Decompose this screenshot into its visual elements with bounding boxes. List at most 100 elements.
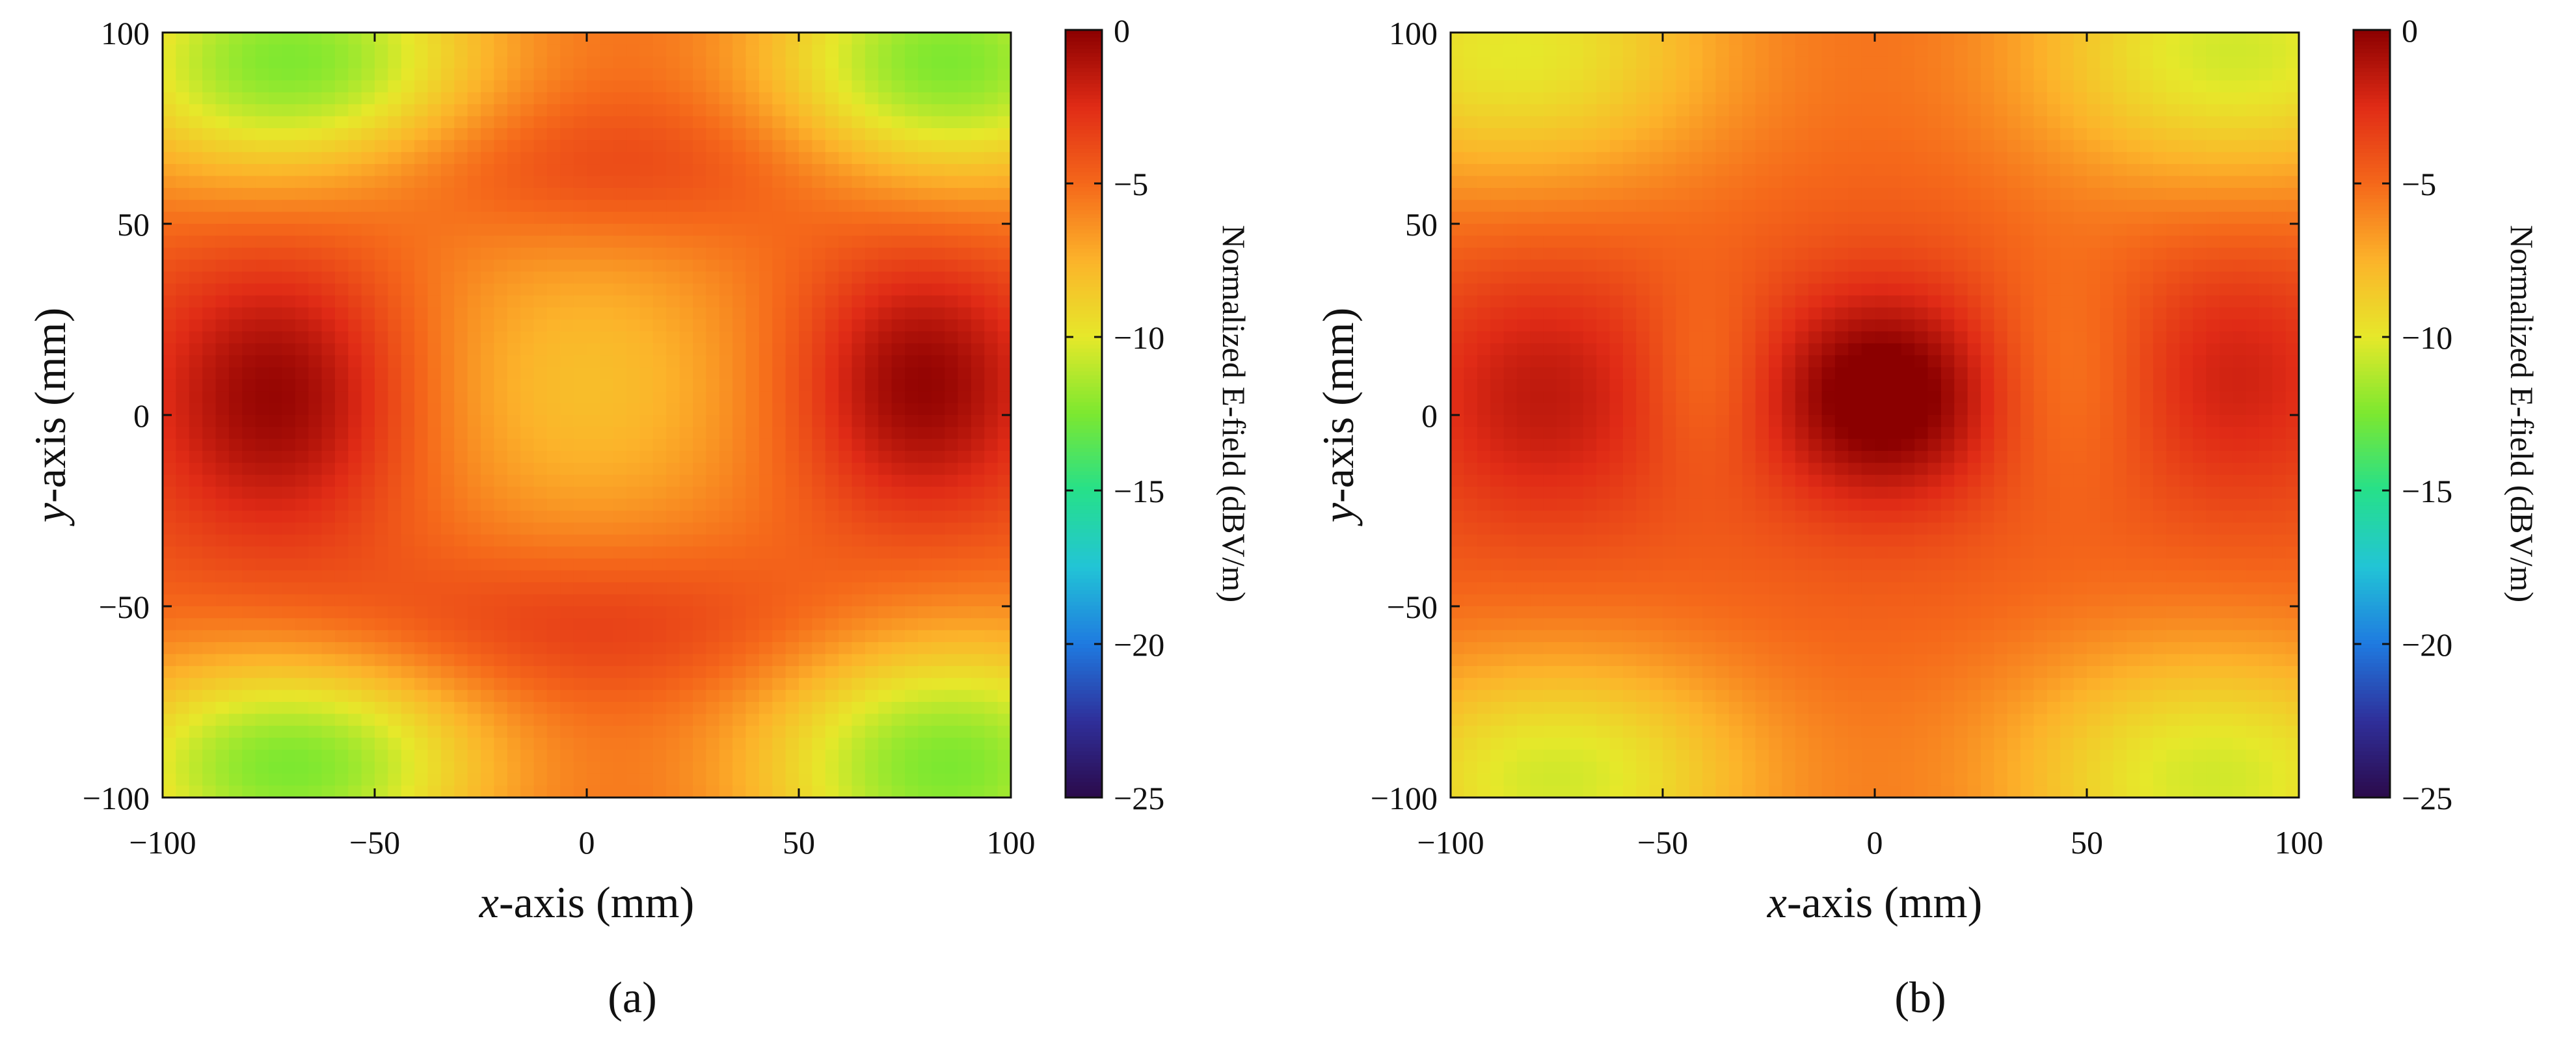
heatmap-cell xyxy=(361,80,375,93)
heatmap-cell xyxy=(1622,128,1637,141)
heatmap-cell xyxy=(772,498,786,511)
heatmap-cell xyxy=(945,594,959,607)
heatmap-cell xyxy=(971,570,986,583)
heatmap-cell xyxy=(1689,56,1703,69)
heatmap-cell xyxy=(600,761,614,775)
heatmap-cell xyxy=(679,295,693,308)
heatmap-cell xyxy=(189,224,203,237)
heatmap-cell xyxy=(1914,68,1929,81)
heatmap-cell xyxy=(282,200,296,213)
heatmap-cell xyxy=(467,594,481,607)
heatmap-cell xyxy=(600,474,614,488)
heatmap-cell xyxy=(388,33,402,46)
heatmap-cell xyxy=(520,295,535,308)
heatmap-cell xyxy=(163,415,177,428)
heatmap-cell xyxy=(414,235,429,248)
heatmap-cell xyxy=(732,271,747,284)
heatmap-cell xyxy=(971,738,986,751)
heatmap-cell xyxy=(719,56,733,69)
heatmap-cell xyxy=(984,116,999,129)
heatmap-cell xyxy=(799,319,813,332)
heatmap-cell xyxy=(639,714,654,727)
heatmap-cell xyxy=(348,749,362,762)
heatmap-cell xyxy=(613,224,627,237)
heatmap-cell xyxy=(984,140,999,153)
heatmap-cell xyxy=(507,211,521,224)
heatmap-cell xyxy=(891,498,906,511)
heatmap-cell xyxy=(839,367,853,380)
heatmap-cell xyxy=(1795,33,1809,46)
heatmap-cell xyxy=(255,283,269,297)
heatmap-cell xyxy=(984,44,999,57)
heatmap-cell xyxy=(2219,128,2233,141)
heatmap-cell xyxy=(865,367,879,380)
heatmap-cell xyxy=(732,200,747,213)
heatmap-cell xyxy=(282,224,296,237)
heatmap-cell xyxy=(958,714,972,727)
heatmap-cell xyxy=(706,271,720,284)
heatmap-cell xyxy=(321,654,336,667)
heatmap-cell xyxy=(414,307,429,320)
colorbar-strip xyxy=(1066,487,1102,491)
heatmap-cell xyxy=(984,725,999,738)
heatmap-cell xyxy=(388,260,402,273)
heatmap-cell xyxy=(481,749,495,762)
heatmap-cell xyxy=(997,522,1012,535)
heatmap-cell xyxy=(481,307,495,320)
heatmap-cell xyxy=(560,785,574,798)
heatmap-cell xyxy=(971,618,986,631)
heatmap-cell xyxy=(375,463,389,476)
heatmap-chart-b: −100 −50 0 50 100 −100 −50 0 50 100 x-ax… xyxy=(1313,12,2540,1022)
heatmap-cell xyxy=(772,714,786,727)
heatmap-cell xyxy=(361,714,375,727)
heatmap-cell xyxy=(891,534,906,547)
heatmap-cell xyxy=(440,474,455,488)
heatmap-cell xyxy=(1516,68,1531,81)
heatmap-cell xyxy=(865,606,879,619)
heatmap-cell xyxy=(494,714,508,727)
heatmap-cell xyxy=(958,570,972,583)
heatmap-cell xyxy=(1516,56,1531,69)
heatmap-cell xyxy=(1503,104,1518,117)
heatmap-cell xyxy=(533,630,548,643)
heatmap-cell xyxy=(334,211,349,224)
heatmap-cell xyxy=(375,678,389,691)
heatmap-cell xyxy=(1994,92,2008,105)
heatmap-cell xyxy=(865,116,879,129)
heatmap-cell xyxy=(282,546,296,559)
heatmap-cell xyxy=(958,534,972,547)
heatmap-cell xyxy=(573,427,587,440)
heatmap-cell xyxy=(269,773,283,786)
heatmap-cell xyxy=(282,738,296,751)
heatmap-cell xyxy=(467,283,481,297)
heatmap-cell xyxy=(573,44,587,57)
heatmap-cell xyxy=(626,164,641,177)
heatmap-cell xyxy=(163,474,177,488)
heatmap-cell xyxy=(308,152,323,165)
heatmap-cell xyxy=(1994,33,2008,46)
heatmap-cell xyxy=(481,463,495,476)
heatmap-cell xyxy=(388,498,402,511)
heatmap-cell xyxy=(1782,68,1796,81)
heatmap-cell xyxy=(679,749,693,762)
colorbar-strip xyxy=(1066,348,1102,353)
heatmap-cell xyxy=(2113,128,2127,141)
heatmap-cell xyxy=(454,618,468,631)
heatmap-cell xyxy=(997,714,1012,727)
heatmap-cell xyxy=(693,355,707,368)
heatmap-cell xyxy=(334,594,349,607)
heatmap-cell xyxy=(269,176,283,189)
heatmap-cell xyxy=(997,570,1012,583)
heatmap-cell xyxy=(401,630,415,643)
heatmap-cell xyxy=(1557,68,1571,81)
heatmap-cell xyxy=(467,367,481,380)
heatmap-cell xyxy=(494,260,508,273)
colorbar-strip xyxy=(1066,95,1102,100)
heatmap-cell xyxy=(401,211,415,224)
heatmap-cell xyxy=(679,582,693,595)
heatmap-cell xyxy=(189,403,203,416)
heatmap-cell xyxy=(573,522,587,535)
y-tick-label: 100 xyxy=(101,15,150,51)
heatmap-cell xyxy=(215,690,230,703)
heatmap-cell xyxy=(865,247,879,260)
